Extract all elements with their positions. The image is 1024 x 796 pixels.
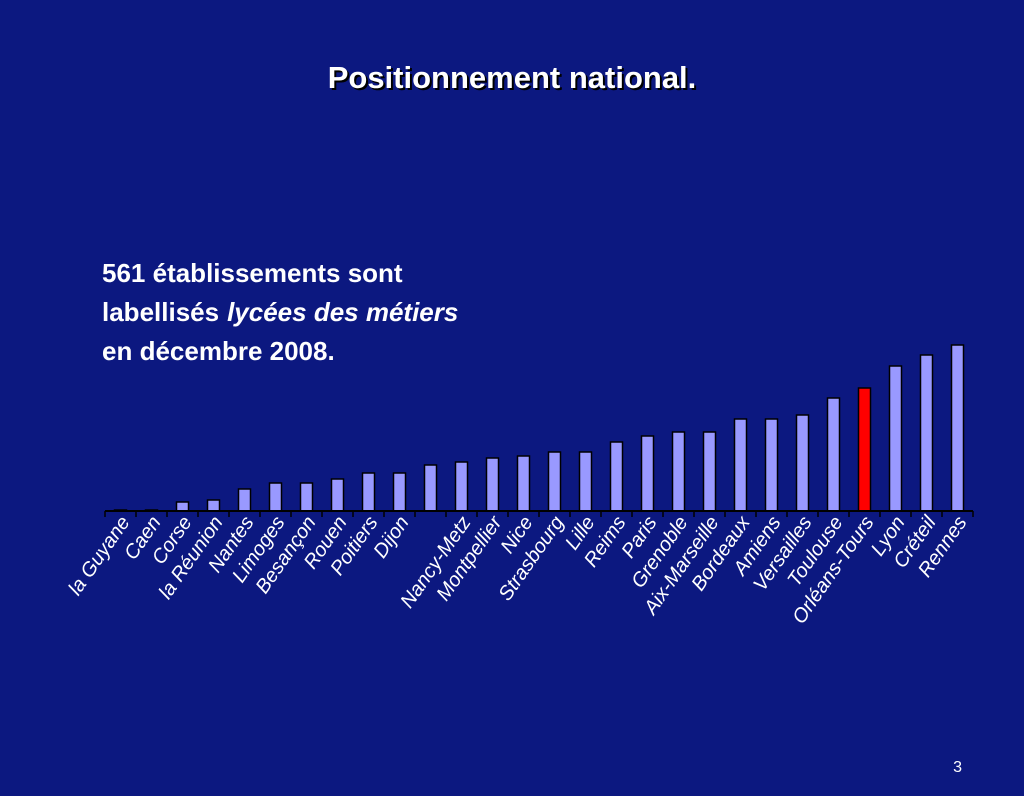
bar [795, 414, 810, 512]
annotation-text: labellisés [102, 297, 219, 327]
bar [888, 365, 903, 512]
bar [423, 464, 438, 512]
bar [392, 472, 407, 512]
annotation-line: labellisés lycées des métiers [102, 297, 458, 327]
annotation-italic: lycées des métiers [227, 297, 458, 327]
bar [578, 451, 593, 512]
annotation-line: 561 établissements sont [102, 258, 403, 288]
page-number: 3 [953, 759, 962, 776]
bar [733, 418, 748, 512]
bar [547, 451, 562, 512]
bar [454, 461, 469, 512]
bar [516, 455, 531, 512]
bar [609, 441, 624, 512]
bar [330, 478, 345, 512]
bar [361, 472, 376, 512]
slide-title: Positionnement national. [328, 60, 697, 95]
bar [826, 397, 841, 512]
bar [702, 431, 717, 512]
bar [857, 387, 872, 512]
bar [485, 457, 500, 512]
bar [299, 482, 314, 512]
bar [764, 418, 779, 512]
bar [237, 488, 252, 512]
bar [950, 344, 965, 512]
bar [268, 482, 283, 512]
bar [640, 435, 655, 512]
annotation-line: en décembre 2008. [102, 336, 335, 366]
bar [175, 501, 190, 512]
bar [919, 354, 934, 512]
bar [206, 499, 221, 512]
bar [671, 431, 686, 512]
